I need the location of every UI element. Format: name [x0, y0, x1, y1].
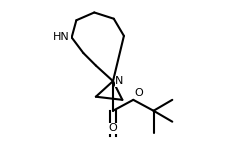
Text: N: N: [115, 76, 123, 86]
Text: O: O: [108, 123, 117, 133]
Text: HN: HN: [53, 32, 70, 42]
Text: O: O: [134, 88, 143, 98]
